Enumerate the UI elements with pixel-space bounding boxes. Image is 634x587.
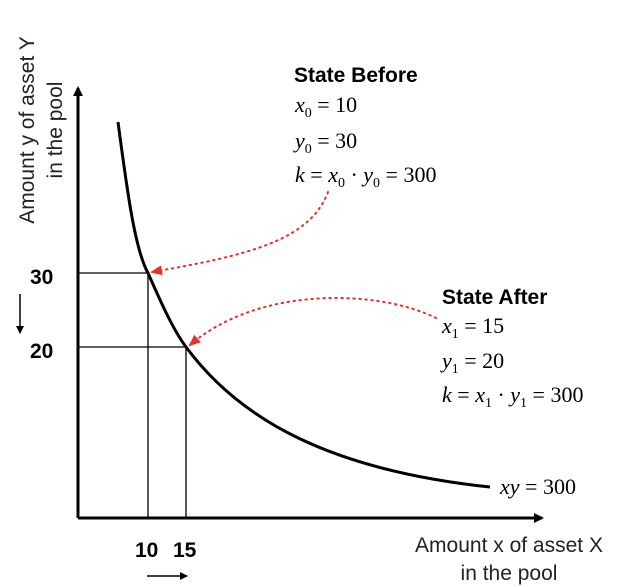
x-axis-label-line2: in the pool	[461, 562, 558, 585]
state-after-k: k = x1 · y1 = 300	[442, 382, 583, 411]
svg-text:Amount y of asset Y: Amount y of asset Y	[16, 36, 39, 224]
x-axis-label-line1: Amount x of asset X	[415, 534, 603, 557]
state-after-title: State After	[442, 286, 547, 309]
state-before-k: k = x0 · y0 = 300	[295, 162, 436, 191]
y-axis-label-line2: in the pool	[44, 82, 67, 179]
state-before-title: State Before	[294, 64, 418, 87]
constant-product-curve	[116, 121, 491, 489]
state-before-y: y0 = 30	[293, 128, 357, 157]
state-after-y: y1 = 20	[440, 348, 504, 377]
state-after-pointer-arrow	[188, 297, 437, 347]
y-tick-20: 20	[30, 340, 53, 363]
curve-label: xy = 300	[499, 474, 576, 499]
state-before-x: x0 = 10	[294, 92, 357, 121]
y-tick-30: 30	[30, 266, 53, 289]
x-tick-10: 10	[135, 539, 158, 562]
x-tick-15: 15	[173, 539, 197, 562]
svg-text:in the pool: in the pool	[44, 82, 67, 179]
state-after-x: x1 = 15	[441, 313, 504, 342]
y-axis-label-line1: Amount y of asset Y	[16, 36, 39, 224]
state-before-pointer-arrow	[150, 191, 329, 276]
